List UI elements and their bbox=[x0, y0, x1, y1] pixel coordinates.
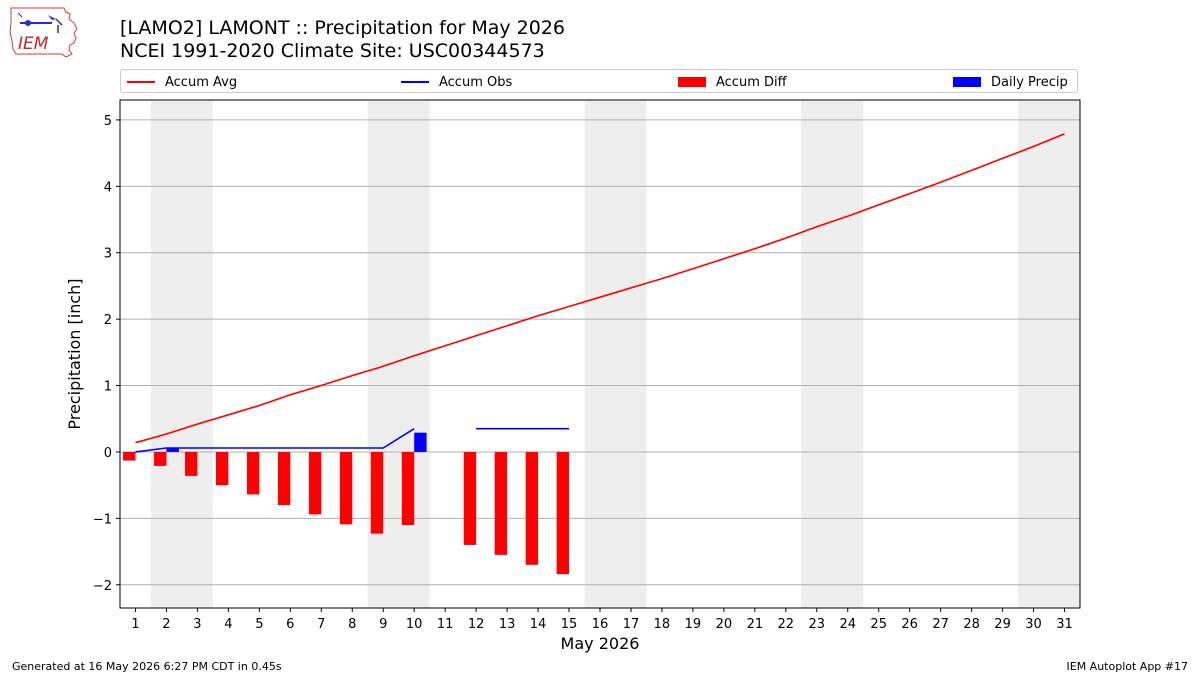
bar-accum-diff bbox=[154, 451, 167, 466]
app-credit: IEM Autoplot App #17 bbox=[1066, 660, 1189, 673]
x-tick-label: 30 bbox=[1025, 617, 1042, 632]
iem-logo: IEM bbox=[8, 5, 80, 59]
x-tick-label: 1 bbox=[131, 617, 139, 632]
x-tick-label: 28 bbox=[963, 617, 980, 632]
x-tick-label: 24 bbox=[839, 617, 856, 632]
bar-daily-precip bbox=[414, 432, 427, 452]
x-tick-label: 4 bbox=[224, 617, 232, 632]
bar-accum-diff bbox=[185, 451, 198, 476]
x-tick-label: 18 bbox=[654, 617, 671, 632]
weekend-shade bbox=[150, 100, 213, 608]
x-tick-label: 26 bbox=[901, 617, 918, 632]
x-axis-label: May 2026 bbox=[561, 634, 640, 653]
bar-accum-diff bbox=[556, 451, 570, 575]
weekend-shade bbox=[1018, 100, 1080, 608]
x-tick-label: 17 bbox=[623, 617, 640, 632]
y-tick-label: −1 bbox=[93, 512, 112, 527]
legend-swatch-daily-precip bbox=[953, 77, 981, 87]
bar-accum-diff bbox=[370, 451, 384, 534]
x-tick-label: 22 bbox=[778, 617, 795, 632]
bar-accum-diff bbox=[246, 451, 260, 495]
legend-item-accum-diff: Accum Diff bbox=[678, 73, 787, 91]
x-tick-label: 8 bbox=[348, 617, 356, 632]
bar-accum-diff bbox=[216, 451, 229, 486]
x-tick-label: 7 bbox=[317, 617, 325, 632]
bar-accum-diff bbox=[401, 451, 415, 525]
bar-accum-diff bbox=[463, 451, 477, 545]
bar-accum-diff bbox=[339, 451, 353, 525]
legend-swatch-accum-diff bbox=[678, 77, 706, 87]
weekend-shade bbox=[584, 100, 647, 608]
iem-iowa-logo-icon: IEM bbox=[9, 7, 78, 58]
legend-label-accum-obs: Accum Obs bbox=[439, 74, 513, 90]
x-tick-label: 5 bbox=[255, 617, 263, 632]
x-tick-label: 23 bbox=[809, 617, 826, 632]
legend-swatch-accum-avg bbox=[127, 81, 155, 83]
y-tick-label: 0 bbox=[104, 446, 112, 461]
x-tick-label: 15 bbox=[561, 617, 578, 632]
x-tick-label: 9 bbox=[379, 617, 387, 632]
bar-accum-diff bbox=[494, 451, 508, 555]
y-tick-label: 3 bbox=[104, 247, 112, 262]
legend-swatch-accum-obs bbox=[401, 81, 429, 83]
x-tick-label: 29 bbox=[994, 617, 1011, 632]
x-tick-label: 20 bbox=[716, 617, 733, 632]
chart-subtitle: NCEI 1991-2020 Climate Site: USC00344573 bbox=[120, 40, 545, 62]
line-accum-avg bbox=[135, 133, 1065, 444]
y-axis-label: Precipitation [inch] bbox=[65, 278, 84, 429]
logo-text: IEM bbox=[18, 34, 49, 54]
legend-label-accum-avg: Accum Avg bbox=[165, 74, 238, 90]
legend-item-accum-obs: Accum Obs bbox=[401, 73, 512, 91]
legend-label-accum-diff: Accum Diff bbox=[716, 74, 787, 90]
legend-label-daily-precip: Daily Precip bbox=[991, 74, 1068, 90]
x-tick-label: 21 bbox=[747, 617, 764, 632]
x-tick-label: 16 bbox=[592, 617, 609, 632]
x-tick-label: 14 bbox=[530, 617, 547, 632]
bar-accum-diff bbox=[123, 451, 136, 461]
bar-accum-diff bbox=[308, 451, 322, 515]
bar-accum-diff bbox=[277, 451, 291, 506]
weekend-shade bbox=[801, 100, 864, 608]
chart-title: [LAMO2] LAMONT :: Precipitation for May … bbox=[120, 17, 566, 39]
y-tick-label: 5 bbox=[104, 114, 112, 129]
y-tick-label: 1 bbox=[104, 380, 112, 395]
x-tick-label: 10 bbox=[406, 617, 423, 632]
y-tick-label: 2 bbox=[104, 313, 112, 328]
generated-timestamp: Generated at 16 May 2026 6:27 PM CDT in … bbox=[12, 660, 282, 673]
x-tick-label: 19 bbox=[685, 617, 702, 632]
line-accum-obs bbox=[135, 427, 569, 453]
x-tick-label: 31 bbox=[1056, 617, 1073, 632]
x-tick-label: 2 bbox=[162, 617, 170, 632]
bar-accum-diff bbox=[525, 451, 539, 565]
x-tick-label: 11 bbox=[437, 617, 454, 632]
chart-legend: Accum Avg Accum Obs Accum Diff Daily Pre… bbox=[120, 69, 1078, 93]
y-tick-label: 4 bbox=[104, 180, 112, 195]
legend-item-daily-precip: Daily Precip bbox=[953, 73, 1068, 91]
x-tick-label: 6 bbox=[286, 617, 294, 632]
x-tick-label: 13 bbox=[499, 617, 516, 632]
x-tick-label: 12 bbox=[468, 617, 485, 632]
y-tick-label: −2 bbox=[93, 579, 112, 594]
legend-item-accum-avg: Accum Avg bbox=[127, 73, 237, 91]
x-tick-label: 27 bbox=[932, 617, 949, 632]
x-tick-label: 3 bbox=[193, 617, 201, 632]
x-tick-label: 25 bbox=[870, 617, 887, 632]
plot-frame bbox=[119, 99, 1081, 609]
bar-daily-precip bbox=[166, 447, 179, 452]
